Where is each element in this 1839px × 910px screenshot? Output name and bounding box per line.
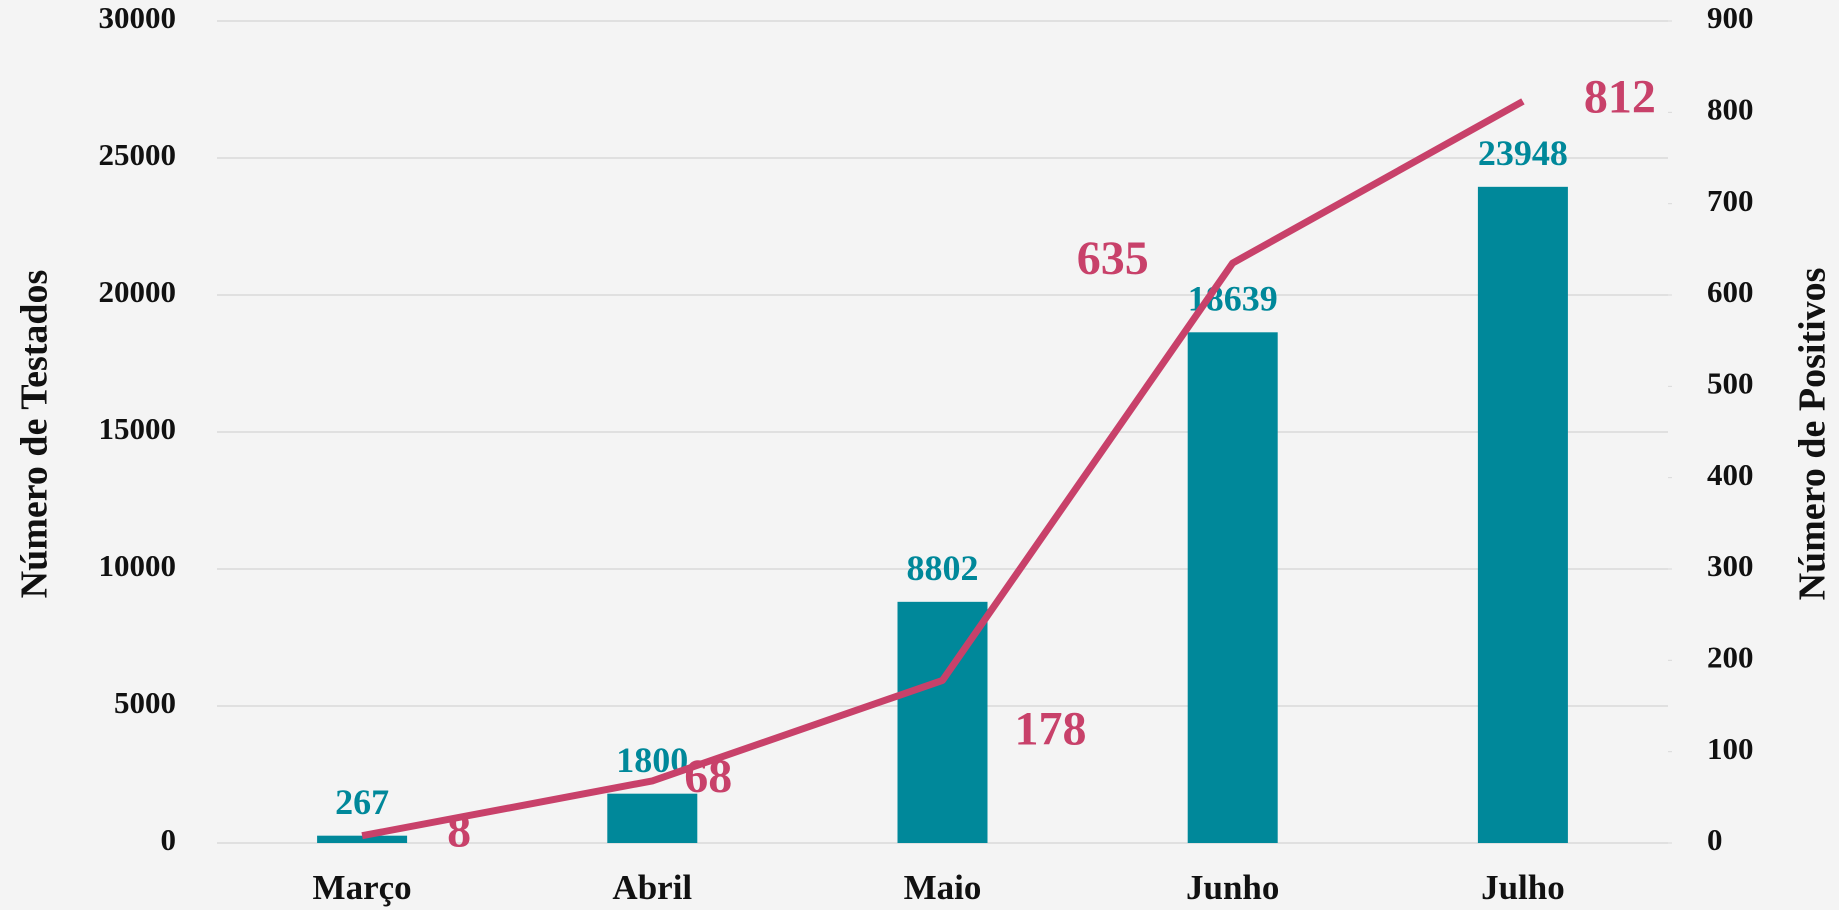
y-tick-label: 25000 <box>99 137 177 172</box>
y2-tick-label: 800 <box>1707 91 1754 126</box>
y2-tick-label: 700 <box>1707 183 1754 218</box>
y2-tick-label: 500 <box>1707 365 1754 400</box>
y-tick-label: 15000 <box>99 411 177 446</box>
line <box>361 98 1525 840</box>
y2-tick-label: 0 <box>1707 822 1723 857</box>
bar <box>317 835 408 843</box>
x-tick-label: Março <box>313 868 412 907</box>
y-axis-title: Número de Testados <box>14 270 56 599</box>
x-tick-label: Abril <box>612 868 692 907</box>
y-tick-label: 5000 <box>114 685 176 720</box>
x-tick-label: Junho <box>1186 868 1279 907</box>
y2-axis-title: Número de Positivos <box>1792 268 1834 601</box>
y2-tick-label: 300 <box>1707 548 1754 583</box>
line-value-label: 812 <box>1584 70 1656 123</box>
line-value-label: 178 <box>1015 702 1087 755</box>
y-tick-label: 10000 <box>99 548 177 583</box>
bar <box>1187 332 1278 843</box>
y2-tick-label: 900 <box>1707 0 1754 35</box>
y2-tick-label: 200 <box>1707 639 1754 674</box>
y-tick-label: 30000 <box>99 0 177 35</box>
bar <box>1477 186 1568 843</box>
bar-value-label: 23948 <box>1478 133 1568 173</box>
line-value-label: 68 <box>684 750 732 803</box>
y-tick-label: 0 <box>161 822 177 857</box>
y2-tick-label: 600 <box>1707 274 1754 309</box>
bar-value-label: 267 <box>335 782 389 822</box>
line-value-label: 635 <box>1077 232 1149 285</box>
y-tick-label: 20000 <box>99 274 177 309</box>
x-tick-label: Maio <box>904 868 982 907</box>
bar-value-label: 8802 <box>907 548 979 588</box>
y2-tick-label: 100 <box>1707 731 1754 766</box>
x-tick-label: Julho <box>1481 868 1565 907</box>
y2-tick-label: 400 <box>1707 457 1754 492</box>
line-value-label: 8 <box>447 805 471 858</box>
bar <box>607 793 698 843</box>
